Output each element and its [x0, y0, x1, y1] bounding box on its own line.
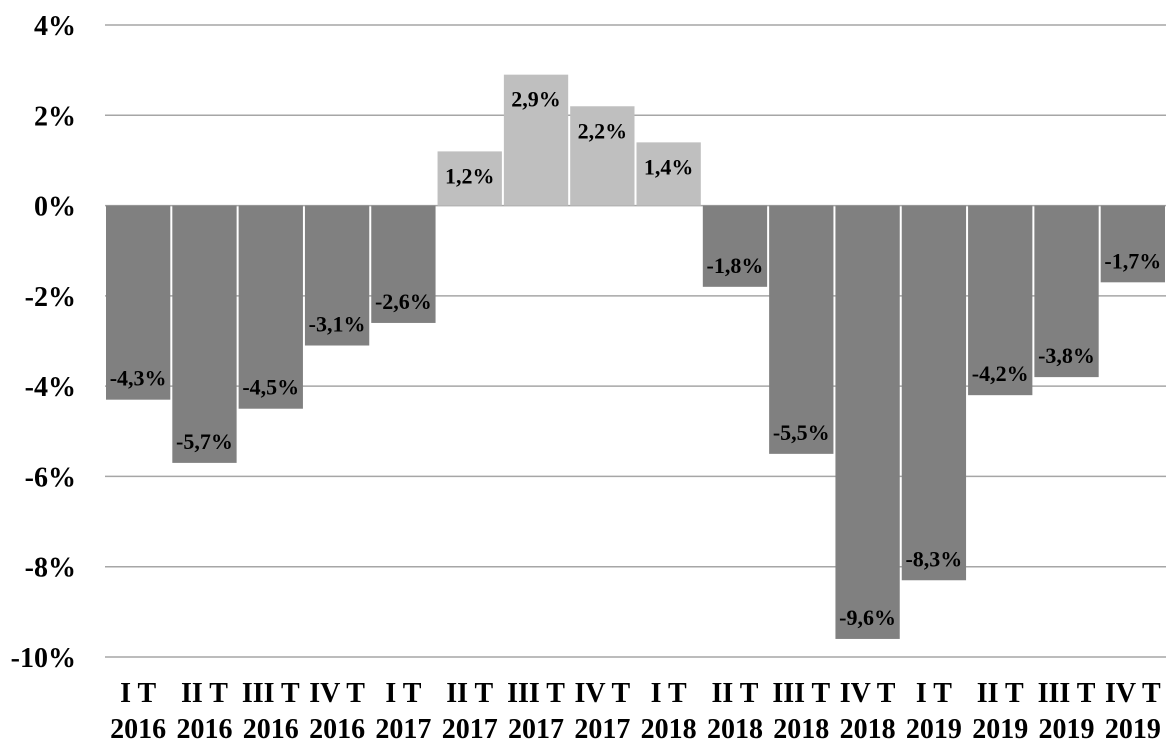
bar — [570, 106, 635, 206]
x-tick-label-quarter: III T — [772, 678, 830, 709]
bar — [238, 205, 303, 409]
bar — [835, 205, 900, 639]
y-tick-label: 0% — [34, 192, 76, 223]
data-label: -9,6% — [839, 605, 896, 630]
bar — [968, 205, 1033, 396]
data-label: -4,3% — [110, 366, 167, 391]
bar — [106, 205, 171, 400]
x-tick-label-year: 2017 — [508, 714, 564, 744]
data-label: -3,8% — [1038, 343, 1095, 368]
x-tick-label-quarter: II T — [181, 678, 228, 709]
data-label: -5,5% — [773, 420, 830, 445]
bar — [437, 151, 502, 206]
x-tick-label-quarter: III T — [1038, 678, 1096, 709]
y-tick-label: -4% — [25, 372, 76, 403]
data-label: 2,9% — [511, 87, 561, 112]
data-label: -5,7% — [176, 429, 233, 454]
data-label: -4,2% — [972, 361, 1029, 386]
bar — [503, 74, 569, 206]
x-tick-label-quarter: IV T — [574, 678, 630, 709]
bar — [702, 205, 768, 287]
y-tick-label: -6% — [25, 462, 76, 493]
x-tick-label-quarter: III T — [507, 678, 565, 709]
x-tick-label-year: 2016 — [243, 714, 299, 744]
x-tick-label-year: 2018 — [707, 714, 763, 744]
data-label: -4,5% — [242, 375, 299, 400]
bar — [1034, 205, 1099, 378]
x-tick-label-year: 2018 — [773, 714, 829, 744]
bar — [769, 205, 834, 454]
x-tick-label-year: 2016 — [110, 714, 166, 744]
data-label: -1,8% — [707, 253, 764, 278]
bar — [172, 205, 237, 463]
x-tick-label-quarter: IV T — [1105, 678, 1161, 709]
x-tick-label-year: 2018 — [641, 714, 697, 744]
x-tick-label-quarter: I T — [385, 678, 421, 709]
x-tick-label-quarter: II T — [711, 678, 758, 709]
x-tick-label-year: 2019 — [1039, 714, 1095, 744]
bar — [304, 205, 370, 346]
x-tick-label-year: 2017 — [574, 714, 630, 744]
bar — [371, 205, 436, 323]
x-tick-label-quarter: II T — [446, 678, 493, 709]
x-tick-label-quarter: I T — [651, 678, 687, 709]
x-tick-label-year: 2019 — [906, 714, 962, 744]
x-tick-label-year: 2016 — [176, 714, 232, 744]
data-label: 1,2% — [445, 163, 495, 188]
x-tick-label-quarter: IV T — [309, 678, 365, 709]
x-tick-label-year: 2017 — [375, 714, 431, 744]
data-labels: -4,3% -5,7% -4,5% -3,1% -2,6% 1,2% 2,9% 2,2% 1,4… — [110, 87, 1162, 630]
x-tick-label-year: 2017 — [442, 714, 498, 744]
x-tick-label-year: 2019 — [972, 714, 1028, 744]
x-tick-label-quarter: II T — [977, 678, 1024, 709]
bar — [636, 142, 701, 206]
x-axis-tick-labels: I T 2016 II T 2016 III T 2016 IV T 2016 I T 2017 I… — [110, 678, 1161, 744]
y-tick-label: -8% — [25, 553, 76, 584]
x-tick-label-quarter: I T — [916, 678, 952, 709]
bars — [106, 74, 1165, 639]
y-tick-label: -10% — [11, 643, 76, 674]
data-label: -1,7% — [1104, 248, 1161, 273]
x-tick-label-quarter: I T — [120, 678, 156, 709]
x-tick-label-year: 2019 — [1105, 714, 1161, 744]
data-label: -2,6% — [375, 289, 432, 314]
y-tick-label: -2% — [25, 282, 76, 313]
bar — [1100, 205, 1165, 283]
data-label: 2,2% — [578, 118, 628, 143]
data-label: -3,1% — [309, 312, 366, 337]
data-label: -8,3% — [905, 546, 962, 571]
x-tick-label-quarter: III T — [242, 678, 300, 709]
x-tick-label-year: 2016 — [309, 714, 365, 744]
y-tick-label: 2% — [34, 101, 76, 132]
x-tick-label-year: 2018 — [840, 714, 896, 744]
x-tick-label-quarter: IV T — [840, 678, 896, 709]
y-tick-label: 4% — [34, 11, 76, 42]
bar — [901, 205, 967, 581]
data-label: 1,4% — [644, 154, 694, 179]
y-axis-tick-labels: 4% 2% 0% -2% -4% -6% -8% -10% — [11, 11, 76, 674]
